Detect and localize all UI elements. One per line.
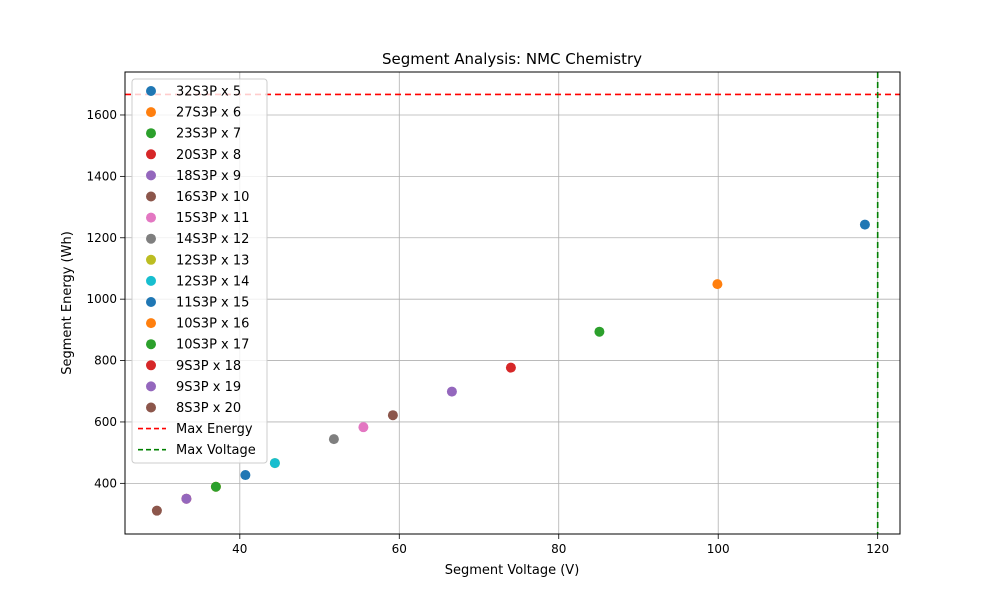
x-tick-label: 100 [707,542,730,556]
legend-marker [146,170,156,181]
axis-ticks: 40 60 80 100 120 400 600 800 1000 1200 1400 1600 [86,108,889,556]
legend: 32S3P x 5 27S3P x 6 23S3P x 7 20S3P x 8 18S3… [131,78,268,464]
y-tick-label: 400 [94,476,117,490]
y-tick-label: 1400 [86,169,117,183]
legend-label: 12S3P x 14 [176,274,249,289]
legend-marker [146,254,156,265]
scatter-point [240,470,251,481]
scatter-point [181,493,192,504]
legend-label: 8S3P x 20 [176,401,241,416]
scatter-point [358,422,369,433]
legend-marker [146,318,156,329]
scatter-point [594,326,605,337]
plot-frame [124,71,901,535]
legend-label: 9S3P x 19 [176,380,241,395]
scatter-point [328,434,339,445]
legend-label: Max Energy [176,422,253,437]
legend-label: 11S3P x 15 [176,296,249,311]
scatter-point [151,505,162,516]
legend-marker [146,149,156,160]
legend-marker [146,381,156,392]
legend-label: 9S3P x 18 [176,359,241,374]
x-tick-label: 40 [232,542,247,556]
scatter-point [859,219,870,230]
legend-label: 15S3P x 11 [176,211,249,226]
legend-marker [146,339,156,350]
legend-label: 27S3P x 6 [176,106,241,121]
legend-label: 23S3P x 7 [176,127,241,142]
y-tick-label: 1000 [86,292,117,306]
scatter-point [712,279,723,290]
x-tick-label: 60 [392,542,407,556]
scatter-point [269,458,280,469]
y-tick-label: 1600 [86,108,117,122]
scatter-point [446,386,457,397]
scatter-point [210,481,221,492]
legend-label: 12S3P x 13 [176,253,249,268]
scatter-point [505,362,516,373]
chart-title: Segment Analysis: NMC Chemistry [382,50,642,68]
legend-marker [146,402,156,413]
legend-label: 18S3P x 9 [176,169,241,184]
x-tick-label: 80 [551,542,566,556]
y-tick-label: 1200 [86,231,117,245]
legend-marker [146,360,156,371]
data-points [151,219,870,516]
legend-marker [146,191,156,202]
legend-marker [146,86,156,96]
y-axis-label: Segment Energy (Wh) [60,231,75,375]
legend-label: 20S3P x 8 [176,148,241,163]
legend-marker [146,233,156,244]
y-tick-label: 600 [94,415,117,429]
legend-marker [146,275,156,286]
legend-label: 10S3P x 16 [176,317,249,332]
legend-marker [146,297,156,307]
legend-label: 32S3P x 5 [176,85,241,100]
legend-marker [146,107,156,118]
x-tick-label: 120 [866,542,889,556]
legend-marker [146,212,156,223]
legend-label: Max Voltage [176,443,256,458]
legend-marker [146,128,156,139]
reference-lines [125,72,900,534]
legend-box [131,78,268,464]
legend-label: 14S3P x 12 [176,232,249,247]
scatter-point [387,410,398,421]
legend-label: 16S3P x 10 [176,190,249,205]
y-tick-label: 800 [94,354,117,368]
x-axis-label: Segment Voltage (V) [445,563,580,578]
legend-label: 10S3P x 17 [176,338,249,353]
